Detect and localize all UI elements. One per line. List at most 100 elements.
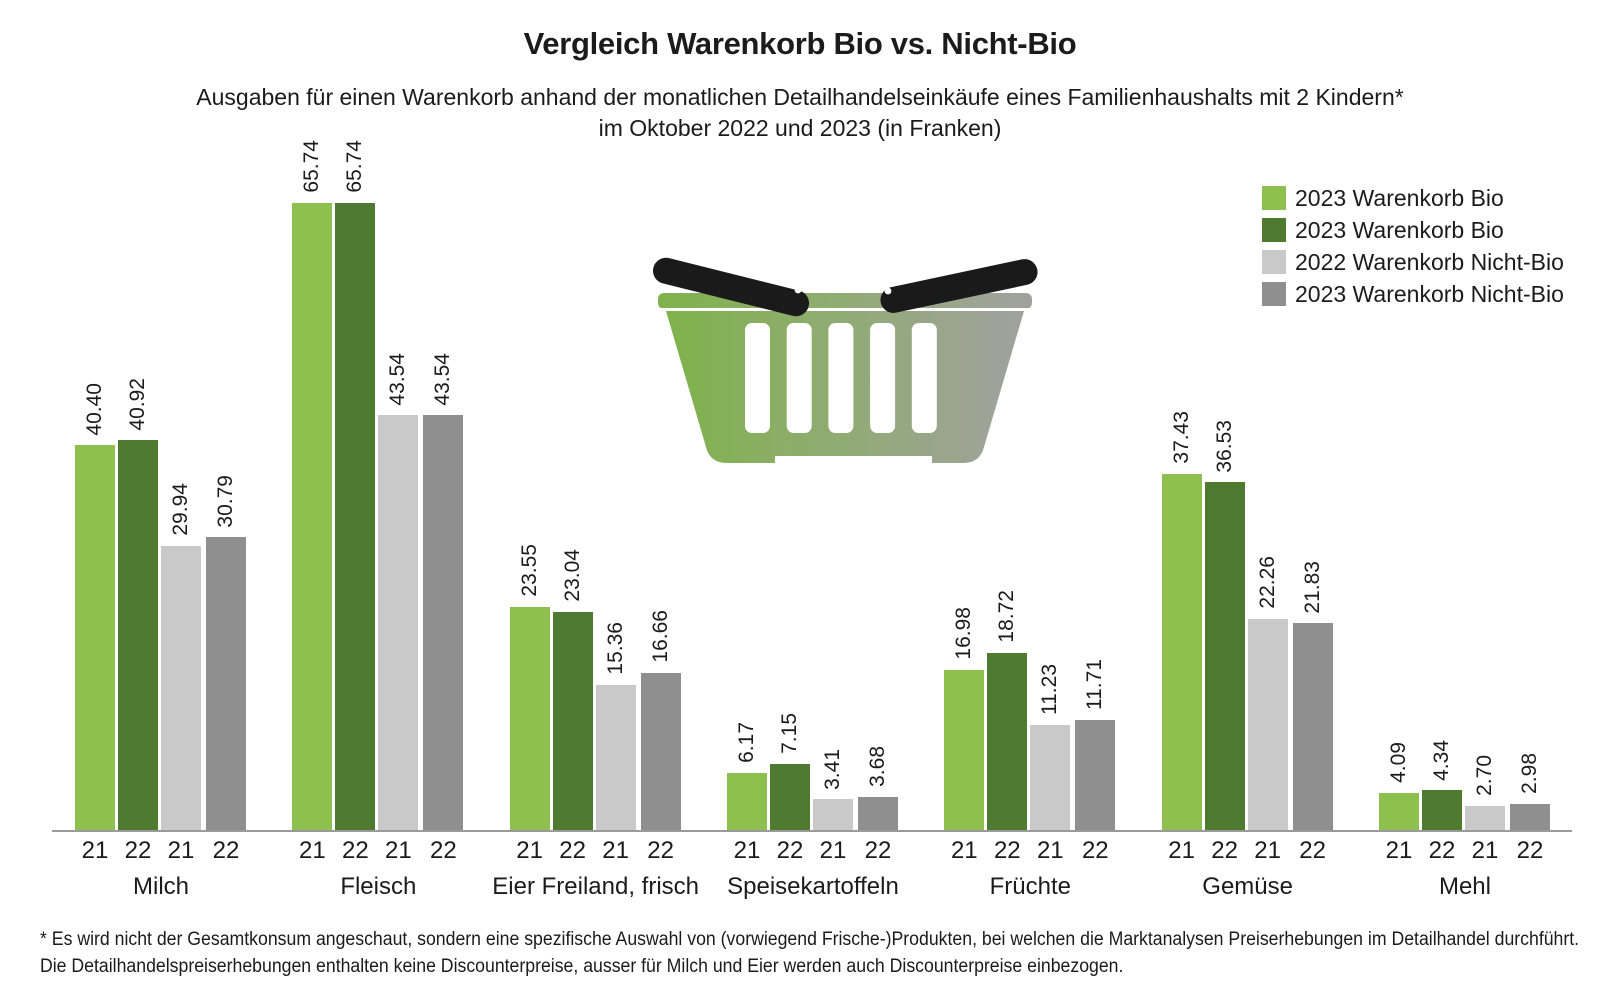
bar-value-label: 2.98 <box>1517 752 1541 794</box>
bar-value-label: 21.83 <box>1300 560 1324 614</box>
x-tick-label: 21 <box>1471 837 1499 864</box>
x-tick-label: 22 <box>1428 837 1456 864</box>
bar-value-label: 65.74 <box>343 140 367 193</box>
bar-value-label: 40.40 <box>83 382 106 436</box>
legend-item-2: 2022 Warenkorb Nicht-Bio <box>1262 249 1564 275</box>
x-tick-label: 21 <box>298 837 326 864</box>
x-tick-label: 21 <box>516 837 544 864</box>
bar <box>726 772 767 832</box>
basket-handles <box>652 257 1038 317</box>
bar <box>857 796 898 832</box>
x-tick-label: 22 <box>341 837 369 864</box>
bar-value-label: 37.43 <box>1169 411 1193 464</box>
x-axis-line <box>52 830 1572 832</box>
bar <box>161 545 201 832</box>
bar <box>987 652 1028 832</box>
bar-value-label: 16.66 <box>648 610 672 663</box>
x-tick-label: 22 <box>993 837 1021 864</box>
bar-value-label: 40.92 <box>126 377 149 431</box>
bar <box>206 537 246 832</box>
x-tick-label: 22 <box>647 837 675 864</box>
bar <box>1247 619 1288 832</box>
x-tick-label: 22 <box>212 837 240 864</box>
category-label: Früchte <box>989 873 1071 900</box>
bar-value-label: 23.04 <box>560 549 584 602</box>
bar-value-label: 7.15 <box>777 712 801 754</box>
bar <box>118 440 158 832</box>
x-tick-label: 21 <box>819 837 847 864</box>
basket-slots <box>745 323 937 433</box>
x-tick-label: 21 <box>1036 837 1064 864</box>
bar-value-label: 11.71 <box>1083 658 1107 710</box>
bar-value-label: 36.53 <box>1212 419 1236 473</box>
bar <box>75 445 115 832</box>
chart-subtitle-line2: im Oktober 2022 und 2023 (in Franken) <box>598 115 1002 141</box>
bar-value-label: 43.54 <box>386 352 410 406</box>
bar <box>1421 790 1462 832</box>
category-label: Milch <box>132 873 190 900</box>
x-tick-label: 21 <box>602 837 630 864</box>
legend-item-3: 2023 Warenkorb Nicht-Bio <box>1262 280 1564 307</box>
bar <box>1030 724 1071 832</box>
legend-item-0: 2023 Warenkorb Bio <box>1262 185 1564 211</box>
bar-value-label: 30.79 <box>214 474 237 528</box>
bar <box>378 415 419 832</box>
bar-value-label: 18.72 <box>995 590 1019 643</box>
category-label: Gemüse <box>1202 873 1293 900</box>
bar-value-label: 4.34 <box>1429 739 1453 781</box>
x-tick-label: 21 <box>1168 837 1195 864</box>
bar-value-label: 16.98 <box>952 606 976 660</box>
x-tick-label: 21 <box>384 837 412 864</box>
bar-value-label: 3.41 <box>820 748 844 790</box>
legend-swatch <box>1262 282 1286 306</box>
category-label: Mehl <box>1438 873 1491 900</box>
legend-item-1: 2023 Warenkorb Bio <box>1262 217 1564 243</box>
bar <box>1292 623 1333 832</box>
x-tick-label: 21 <box>167 837 195 864</box>
bar <box>1161 473 1202 832</box>
bar-value-label: 43.54 <box>431 352 455 406</box>
x-tick-label: 22 <box>429 837 457 864</box>
bar <box>423 415 464 832</box>
bar <box>640 672 681 832</box>
x-tick-label: 22 <box>1211 837 1238 864</box>
x-tick-label: 22 <box>559 837 587 864</box>
shopping-basket-icon <box>652 257 1038 463</box>
x-tick-label: 21 <box>950 837 978 864</box>
plot-area: 40.40 40.92 29.94 30.79 65.74 65.74 43.54 43.54… <box>75 140 1550 832</box>
x-tick-label: 21 <box>733 837 761 864</box>
bar <box>335 203 376 832</box>
bar <box>552 611 593 832</box>
x-tick-label: 21 <box>81 837 109 864</box>
footnote-line1: * Es wird nicht der Gesamtkonsum angesch… <box>40 929 1580 950</box>
bar <box>1464 806 1505 832</box>
bar-value-label: 6.17 <box>734 722 758 763</box>
bar-value-label: 3.68 <box>865 745 889 787</box>
bar <box>1378 792 1419 832</box>
category-label: Eier Freiland, frisch <box>492 873 700 900</box>
legend-swatch <box>1262 186 1286 210</box>
chart-subtitle: Ausgaben für einen Warenkorb anhand der … <box>0 82 1600 144</box>
x-tick-label: 22 <box>1081 837 1109 864</box>
legend-swatch <box>1262 218 1286 242</box>
bar <box>812 799 853 832</box>
bar-value-label: 29.94 <box>169 482 192 536</box>
legend-swatch <box>1262 250 1286 274</box>
category-label: Fleisch <box>340 873 417 900</box>
chart-subtitle-line1: Ausgaben für einen Warenkorb anhand der … <box>196 84 1404 110</box>
page-title: Vergleich Warenkorb Bio vs. Nicht-Bio <box>523 26 1077 61</box>
bar <box>1204 482 1245 832</box>
bar-value-label: 4.09 <box>1386 742 1410 783</box>
bar-value-label: 15.36 <box>603 622 627 676</box>
bar-value-label: 2.70 <box>1472 755 1496 797</box>
bar <box>595 685 636 832</box>
legend-label: 2023 Warenkorb Nicht-Bio <box>1295 280 1564 307</box>
footnote-line2: Die Detailhandelspreiserhebungen enthalt… <box>40 956 1124 977</box>
footnote: * Es wird nicht der Gesamtkonsum angesch… <box>40 926 1600 980</box>
bar <box>509 606 550 832</box>
x-tick-label: 21 <box>1254 837 1281 864</box>
x-tick-label: 22 <box>124 837 152 864</box>
bar-value-label: 23.55 <box>517 544 541 597</box>
bar-value-label: 22.26 <box>1255 556 1279 610</box>
